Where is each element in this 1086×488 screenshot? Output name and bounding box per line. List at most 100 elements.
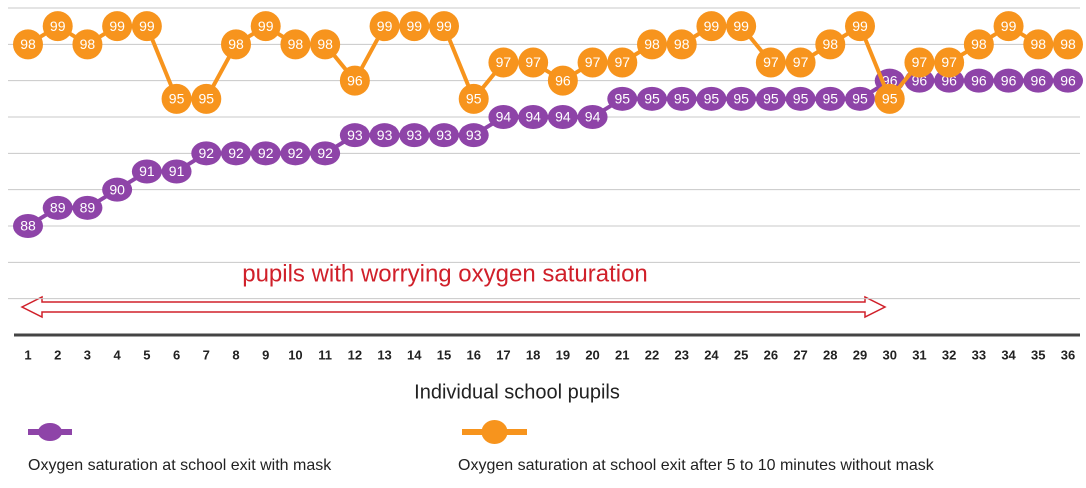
x-tick-label: 8 <box>232 347 239 362</box>
data-point <box>42 11 73 42</box>
data-label: 95 <box>882 91 898 107</box>
data-point <box>666 29 697 60</box>
data-point <box>13 29 43 60</box>
data-label: 92 <box>258 145 274 161</box>
data-label: 88 <box>20 218 36 234</box>
x-tick-label: 19 <box>556 347 570 362</box>
data-label: 99 <box>1001 18 1017 34</box>
data-point <box>904 47 935 78</box>
data-point <box>666 86 697 111</box>
data-point <box>488 47 519 78</box>
x-tick-label: 2 <box>54 347 61 362</box>
data-point <box>1053 29 1083 60</box>
x-tick-label: 1 <box>24 347 31 362</box>
x-tick-label: 25 <box>734 347 748 362</box>
data-point <box>518 105 549 129</box>
data-point <box>755 47 786 78</box>
data-point <box>607 86 638 111</box>
data-label: 98 <box>20 36 36 52</box>
legend-label: Oxygen saturation at school exit with ma… <box>28 457 332 474</box>
data-label: 96 <box>1030 72 1046 88</box>
legend-swatch-dot <box>481 420 508 444</box>
data-label: 98 <box>971 36 987 52</box>
data-point <box>696 11 727 42</box>
data-label: 95 <box>169 91 185 107</box>
x-tick-label: 17 <box>496 347 510 362</box>
data-point <box>131 159 162 184</box>
x-tick-label: 26 <box>764 347 778 362</box>
x-tick-label: 9 <box>262 347 269 362</box>
data-point <box>637 86 667 111</box>
x-tick-label: 27 <box>793 347 807 362</box>
x-tick-label: 35 <box>1031 347 1045 362</box>
data-label: 99 <box>852 18 868 34</box>
data-label: 99 <box>733 18 749 34</box>
data-point <box>785 86 816 111</box>
data-point <box>1053 68 1083 93</box>
data-label: 96 <box>971 72 987 88</box>
data-point <box>221 29 251 60</box>
data-point <box>458 83 489 114</box>
data-label: 98 <box>1030 36 1046 52</box>
data-point <box>310 141 341 166</box>
data-label: 99 <box>139 18 155 34</box>
x-tick-label: 18 <box>526 347 540 362</box>
data-label: 99 <box>258 18 274 34</box>
data-label: 95 <box>674 91 690 107</box>
data-point <box>607 47 638 78</box>
legend-swatch-dot <box>38 423 62 441</box>
data-point <box>72 195 103 220</box>
data-label: 98 <box>1060 36 1076 52</box>
data-label: 97 <box>793 54 809 70</box>
data-point <box>221 141 251 166</box>
x-tick-label: 34 <box>1001 347 1016 362</box>
x-tick-label: 15 <box>437 347 451 362</box>
data-point <box>755 86 786 111</box>
data-point <box>1023 29 1054 60</box>
data-label: 97 <box>912 54 928 70</box>
data-point <box>429 123 459 148</box>
data-point <box>369 123 400 148</box>
data-point <box>161 159 192 184</box>
data-point <box>993 11 1024 42</box>
data-point <box>518 47 549 78</box>
data-point <box>42 195 73 220</box>
data-point <box>993 68 1024 93</box>
data-point <box>102 177 133 202</box>
x-tick-label: 7 <box>203 347 210 362</box>
data-label: 95 <box>793 91 809 107</box>
data-point <box>1023 68 1054 93</box>
data-label: 98 <box>644 36 660 52</box>
data-label: 97 <box>585 54 601 70</box>
data-point <box>785 47 816 78</box>
data-point <box>577 47 608 78</box>
data-label: 97 <box>614 54 630 70</box>
data-label: 94 <box>496 109 512 125</box>
x-tick-label: 6 <box>173 347 180 362</box>
x-tick-label: 28 <box>823 347 837 362</box>
data-point <box>280 141 311 166</box>
data-point <box>696 86 727 111</box>
data-label: 98 <box>80 36 96 52</box>
data-point <box>369 11 400 42</box>
data-label: 98 <box>288 36 304 52</box>
data-point <box>458 123 489 148</box>
data-label: 93 <box>377 127 393 143</box>
data-point <box>429 11 459 42</box>
x-tick-label: 36 <box>1061 347 1075 362</box>
data-label: 98 <box>317 36 333 52</box>
data-label: 98 <box>228 36 244 52</box>
data-label: 96 <box>347 72 363 88</box>
data-point <box>963 29 994 60</box>
annotation: pupils with worrying oxygen saturation <box>242 260 648 287</box>
x-tick-label: 24 <box>704 347 719 362</box>
data-label: 92 <box>317 145 333 161</box>
data-point <box>191 83 222 114</box>
data-label: 98 <box>822 36 838 52</box>
x-tick-label: 10 <box>288 347 302 362</box>
data-point <box>310 29 341 60</box>
x-tick-label: 20 <box>585 347 599 362</box>
data-point <box>934 47 965 78</box>
